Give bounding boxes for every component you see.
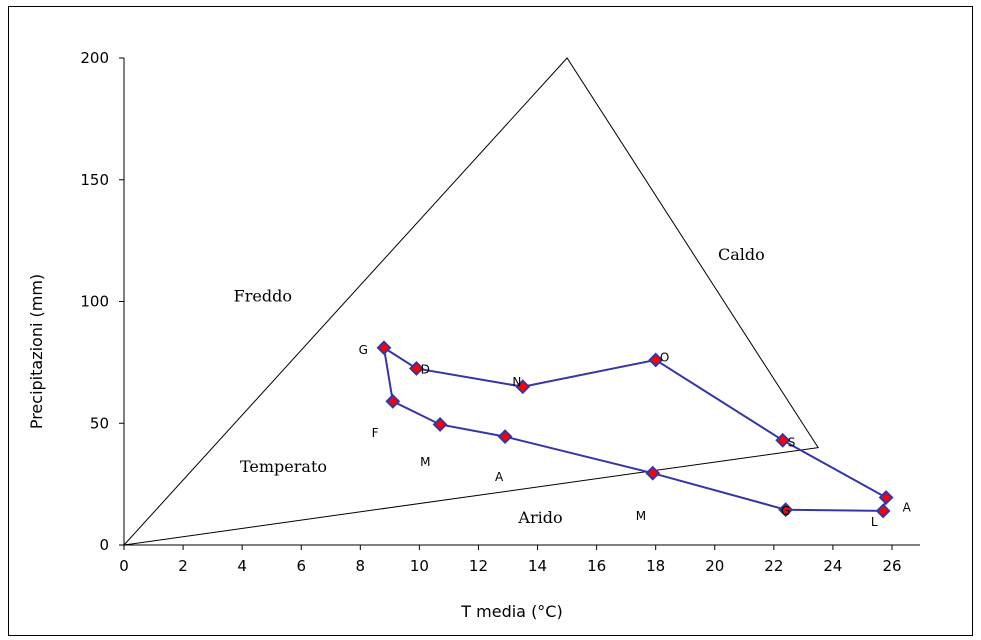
x-tick-label: 2 xyxy=(178,557,188,575)
data-point-f xyxy=(385,393,401,409)
data-point-a xyxy=(497,429,513,445)
month-label: M xyxy=(636,509,646,523)
region-label-freddo: Freddo xyxy=(234,287,292,306)
y-axis-title: Precipitazioni (mm) xyxy=(27,274,46,429)
data-point-g xyxy=(778,502,794,518)
month-label: L xyxy=(871,515,878,529)
data-point-n xyxy=(515,379,531,395)
x-tick-label: 6 xyxy=(296,557,306,575)
series xyxy=(376,340,894,519)
month-label: G xyxy=(359,343,368,357)
data-point-m xyxy=(432,417,448,432)
climate-triangle xyxy=(122,57,819,546)
data-point-s xyxy=(775,432,791,448)
data-point-a xyxy=(878,490,894,505)
x-tick-label: 18 xyxy=(646,557,665,575)
month-label: G xyxy=(781,504,790,518)
data-point-o xyxy=(648,352,664,368)
x-tick-label: 0 xyxy=(119,557,129,575)
x-tick-label: 12 xyxy=(469,557,488,575)
x-tick-label: 24 xyxy=(823,557,842,575)
month-label: N xyxy=(512,375,521,389)
month-labels: G F M A M G L A S O N D xyxy=(359,343,912,529)
month-label: F xyxy=(372,426,379,440)
month-label: M xyxy=(420,455,430,469)
data-point-m xyxy=(645,465,661,481)
x-tick-label: 8 xyxy=(356,557,366,575)
month-label: S xyxy=(788,436,796,450)
month-label: D xyxy=(421,363,430,377)
region-label-arido: Arido xyxy=(517,508,562,527)
month-label: O xyxy=(660,351,669,365)
chart-frame xyxy=(8,6,973,636)
x-tick-label: 16 xyxy=(587,557,606,575)
y-tick-label: 50 xyxy=(90,414,109,432)
x-tick-label: 20 xyxy=(705,557,724,575)
climate-triangle-outline xyxy=(122,57,819,546)
data-point-d xyxy=(409,361,424,376)
month-label: A xyxy=(903,500,912,514)
region-labels: Freddo Caldo Temperato Arido xyxy=(234,245,765,527)
y-tick-label: 100 xyxy=(80,293,109,311)
series-line xyxy=(382,346,888,512)
x-tick-label: 22 xyxy=(764,557,783,575)
y-tick-label: 150 xyxy=(80,171,109,189)
x-tick-label: 26 xyxy=(882,557,901,575)
month-label: A xyxy=(495,470,504,484)
x-tick-label: 14 xyxy=(528,557,547,575)
region-label-temperato: Temperato xyxy=(240,457,327,476)
x-tick-label: 10 xyxy=(410,557,429,575)
data-point-l xyxy=(875,503,891,519)
x-tick-label: 4 xyxy=(237,557,247,575)
region-label-caldo: Caldo xyxy=(718,245,765,264)
data-point-g xyxy=(376,340,392,356)
y-tick-label: 200 xyxy=(80,49,109,67)
x-axis-title: T media (°C) xyxy=(460,602,562,621)
y-tick-label: 0 xyxy=(99,536,109,554)
